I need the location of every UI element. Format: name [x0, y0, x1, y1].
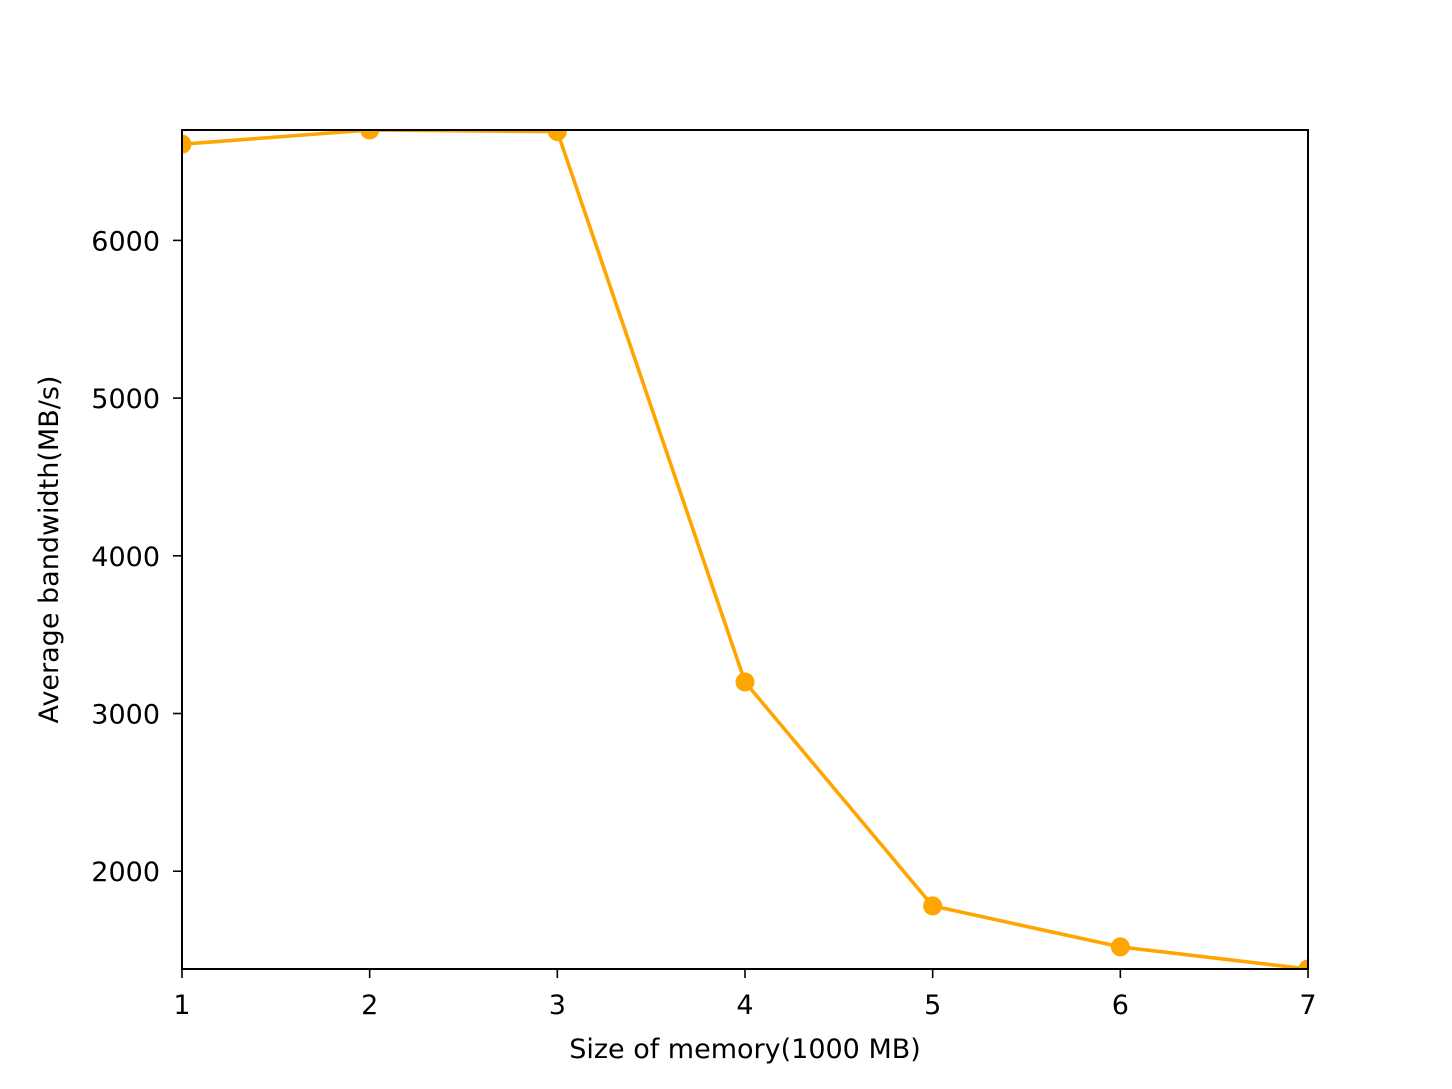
data-point — [735, 672, 755, 692]
y-tick-label: 3000 — [91, 700, 160, 731]
plot-frame — [181, 129, 1309, 970]
series-group — [182, 130, 1308, 969]
y-tick-label: 6000 — [91, 226, 160, 257]
data-point — [923, 896, 943, 916]
y-axis-label: Average bandwidth(MB/s) — [34, 376, 65, 724]
plot-data — [182, 130, 1308, 969]
data-point — [360, 130, 380, 140]
x-tick-label: 6 — [1112, 990, 1129, 1021]
x-tick-label: 3 — [549, 990, 566, 1021]
data-point — [547, 130, 567, 142]
x-tick-label: 2 — [361, 990, 378, 1021]
x-axis-label: Size of memory(1000 MB) — [569, 1034, 921, 1065]
data-point — [1110, 937, 1130, 957]
y-axis-ticks: 2000 3000 4000 5000 6000 — [91, 226, 182, 888]
x-tick-label: 7 — [1299, 990, 1316, 1021]
y-tick-label: 2000 — [91, 857, 160, 888]
series-line — [182, 130, 1308, 969]
x-tick-label: 5 — [924, 990, 941, 1021]
data-point — [182, 134, 192, 154]
y-tick-label: 5000 — [91, 384, 160, 415]
x-tick-label: 4 — [736, 990, 753, 1021]
x-axis-ticks: 1 2 3 4 5 6 7 — [173, 969, 1317, 1021]
x-tick-label: 1 — [173, 990, 190, 1021]
data-point — [1298, 959, 1308, 969]
y-tick-label: 4000 — [91, 542, 160, 573]
